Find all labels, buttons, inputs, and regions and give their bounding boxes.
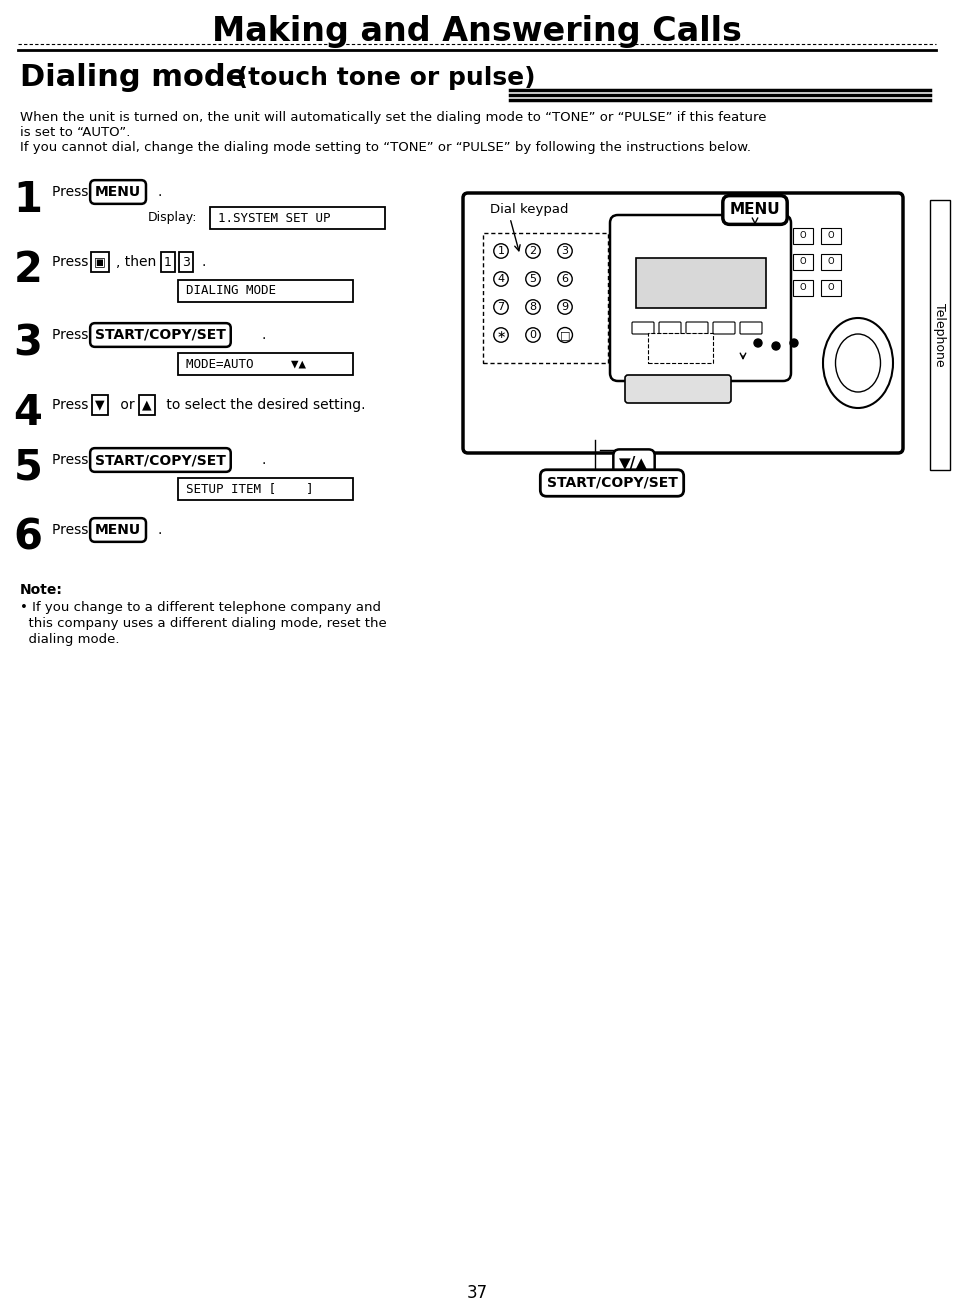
Text: O: O: [827, 257, 834, 266]
Text: (touch tone or pulse): (touch tone or pulse): [228, 66, 535, 90]
Text: 5: 5: [529, 274, 536, 284]
Text: 4: 4: [13, 392, 42, 434]
Text: Dial keypad: Dial keypad: [490, 203, 568, 216]
Text: • If you change to a different telephone company and: • If you change to a different telephone…: [20, 602, 380, 615]
FancyBboxPatch shape: [740, 323, 761, 334]
Text: O: O: [799, 283, 805, 292]
Text: O: O: [799, 232, 805, 240]
Text: .: .: [202, 256, 206, 269]
Text: Making and Answering Calls: Making and Answering Calls: [212, 16, 741, 49]
Text: this company uses a different dialing mode, reset the: this company uses a different dialing mo…: [20, 617, 386, 631]
Circle shape: [753, 340, 761, 347]
FancyBboxPatch shape: [631, 323, 654, 334]
Text: to select the desired setting.: to select the desired setting.: [162, 399, 365, 412]
Bar: [178, 281, 353, 302]
Bar: [821, 228, 841, 244]
Text: O: O: [827, 283, 834, 292]
Bar: [647, 333, 712, 363]
Text: .: .: [262, 328, 266, 342]
Text: or: or: [116, 399, 139, 412]
Text: .: .: [158, 523, 162, 538]
Bar: [929, 201, 949, 471]
Text: 8: 8: [529, 302, 536, 312]
FancyBboxPatch shape: [624, 375, 730, 402]
Bar: [178, 479, 353, 499]
Text: When the unit is turned on, the unit will automatically set the dialing mode to : When the unit is turned on, the unit wil…: [20, 111, 765, 125]
Text: Press: Press: [52, 399, 92, 412]
Text: .: .: [158, 185, 162, 199]
Text: ▣: ▣: [94, 256, 106, 269]
Text: is set to “AUTO”.: is set to “AUTO”.: [20, 126, 131, 139]
Text: Note:: Note:: [20, 583, 63, 597]
Circle shape: [771, 342, 780, 350]
Text: Press: Press: [52, 256, 92, 269]
Text: 7: 7: [497, 302, 504, 312]
Bar: [210, 207, 385, 229]
Bar: [792, 228, 812, 244]
Text: Press: Press: [52, 328, 92, 342]
Text: 1: 1: [164, 256, 172, 269]
Text: , then: , then: [116, 256, 160, 269]
Text: ∗: ∗: [496, 330, 505, 340]
Text: 1: 1: [13, 180, 43, 222]
FancyBboxPatch shape: [712, 323, 734, 334]
Text: 3: 3: [13, 323, 43, 364]
Text: 6: 6: [561, 274, 568, 284]
Text: 6: 6: [13, 517, 43, 558]
Text: Press: Press: [52, 523, 92, 538]
FancyBboxPatch shape: [685, 323, 707, 334]
Text: dialing mode.: dialing mode.: [20, 633, 119, 646]
Text: 4: 4: [497, 274, 504, 284]
Text: ▼/▲: ▼/▲: [618, 455, 648, 471]
Text: 37: 37: [466, 1283, 487, 1302]
Text: MENU: MENU: [729, 202, 780, 218]
Text: Display:: Display:: [148, 211, 197, 224]
Text: START/COPY/SET: START/COPY/SET: [546, 476, 677, 490]
Text: □: □: [559, 330, 570, 340]
Text: ▼: ▼: [95, 399, 105, 412]
Text: O: O: [799, 257, 805, 266]
Text: Dialing mode: Dialing mode: [20, 63, 246, 93]
Bar: [792, 254, 812, 270]
Text: START/COPY/SET: START/COPY/SET: [95, 328, 226, 342]
Text: DIALING MODE: DIALING MODE: [186, 284, 275, 298]
Text: 1: 1: [497, 246, 504, 256]
Bar: [821, 254, 841, 270]
Text: If you cannot dial, change the dialing mode setting to “TONE” or “PULSE” by foll: If you cannot dial, change the dialing m…: [20, 142, 750, 155]
Bar: [482, 233, 607, 363]
Text: Telephone: Telephone: [933, 303, 945, 367]
Text: SETUP ITEM [    ]: SETUP ITEM [ ]: [186, 482, 314, 496]
Ellipse shape: [835, 334, 880, 392]
Text: ▲: ▲: [142, 399, 152, 412]
Text: 3: 3: [182, 256, 190, 269]
FancyBboxPatch shape: [659, 323, 680, 334]
Text: O: O: [827, 232, 834, 240]
Bar: [178, 353, 353, 375]
Text: 3: 3: [561, 246, 568, 256]
Bar: [792, 281, 812, 296]
Text: 2: 2: [529, 246, 536, 256]
Text: 5: 5: [13, 447, 42, 489]
Text: 2: 2: [13, 249, 42, 291]
Ellipse shape: [822, 319, 892, 408]
Text: Press: Press: [52, 454, 92, 467]
Text: START/COPY/SET: START/COPY/SET: [95, 454, 226, 467]
Text: 1.SYSTEM SET UP: 1.SYSTEM SET UP: [218, 211, 330, 224]
Text: MENU: MENU: [95, 523, 141, 538]
Text: Press: Press: [52, 185, 92, 199]
Text: .: .: [262, 454, 266, 467]
Bar: [821, 281, 841, 296]
Bar: [636, 258, 765, 308]
Text: 9: 9: [561, 302, 568, 312]
FancyBboxPatch shape: [609, 215, 790, 382]
Text: 0: 0: [529, 330, 536, 340]
Text: MENU: MENU: [95, 185, 141, 199]
Circle shape: [789, 340, 797, 347]
Text: MODE=AUTO     ▼▲: MODE=AUTO ▼▲: [186, 358, 306, 371]
FancyBboxPatch shape: [462, 193, 902, 454]
